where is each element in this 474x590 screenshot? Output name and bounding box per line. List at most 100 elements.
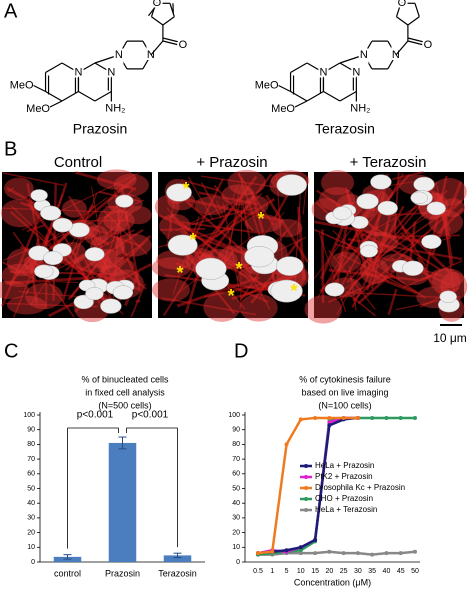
- condition: + Terazosin: [350, 154, 427, 171]
- filament: [232, 186, 238, 200]
- cell-body: [83, 225, 109, 246]
- cell-body: [440, 198, 465, 218]
- bond: [323, 62, 341, 74]
- atom-label: O: [424, 39, 433, 51]
- y-tick-label: 100: [23, 412, 35, 419]
- cell-body: [244, 195, 269, 215]
- filament: [7, 187, 15, 193]
- nucleus: [166, 183, 192, 202]
- y-tick-label: 80: [232, 441, 240, 448]
- y-tick-label: 30: [27, 515, 35, 522]
- filament: [348, 293, 377, 317]
- filament: [187, 176, 214, 221]
- atom-label: O: [153, 0, 162, 9]
- bond: [142, 54, 152, 70]
- x-tick-label: control: [54, 568, 81, 578]
- nucleus: [52, 217, 73, 233]
- cell-body: [151, 278, 190, 302]
- cell-body: [1, 263, 36, 287]
- nucleus: [377, 200, 398, 216]
- binucleated-marker: *: [182, 179, 189, 199]
- atom-label: N: [74, 66, 82, 78]
- cell-body: [244, 214, 283, 233]
- point: [413, 549, 417, 554]
- substituent: MeO: [271, 103, 295, 115]
- nucleus: [100, 298, 122, 314]
- y-tick-label: 0: [236, 559, 240, 566]
- cell-body: [4, 177, 34, 200]
- legend-marker: [304, 508, 308, 512]
- x-tick-label: 40: [383, 568, 391, 575]
- x-tick-label: 15: [311, 568, 319, 575]
- cell-body: [113, 173, 149, 197]
- bond: [94, 62, 112, 74]
- x-tick-label: 20: [325, 568, 333, 575]
- point: [327, 415, 332, 420]
- cell-body: [304, 295, 343, 324]
- filament: [416, 256, 435, 289]
- filament: [401, 225, 451, 274]
- filament: [68, 195, 103, 249]
- atom-label: N: [107, 66, 115, 78]
- nucleus: [410, 191, 429, 205]
- filament: [313, 220, 427, 245]
- nucleus: [359, 244, 378, 258]
- x-tick-label: 45: [397, 568, 405, 575]
- cell-body: [431, 177, 467, 206]
- series-line: [257, 416, 358, 555]
- nucleus: [34, 264, 54, 279]
- bond: [162, 40, 180, 46]
- bond: [148, 5, 157, 17]
- filament: [385, 211, 434, 217]
- filament: [320, 229, 325, 304]
- filament: [220, 194, 243, 275]
- cell-body: [159, 213, 191, 239]
- bar: [163, 555, 192, 562]
- point: [355, 415, 360, 420]
- bond: [118, 54, 128, 70]
- filament: [161, 297, 257, 316]
- cell-body: [24, 283, 63, 310]
- panel-label: A: [4, 0, 18, 22]
- filament: [345, 190, 368, 274]
- bond: [118, 40, 128, 56]
- filament: [180, 178, 218, 192]
- cell-body: [203, 292, 241, 322]
- bond: [339, 54, 365, 64]
- point: [327, 420, 332, 425]
- point: [298, 545, 303, 550]
- bond: [169, 3, 175, 17]
- cell-body: [428, 209, 464, 236]
- panel-label: C: [4, 340, 18, 362]
- atom-label: N: [352, 66, 360, 78]
- atom-label: N: [115, 49, 123, 61]
- y-tick-label: 40: [232, 500, 240, 507]
- filament: [332, 230, 390, 283]
- filament: [319, 223, 346, 280]
- filament: [387, 288, 398, 316]
- cell-body: [7, 295, 47, 315]
- cell-body: [124, 205, 152, 225]
- filament: [366, 211, 393, 291]
- filament: [380, 199, 464, 257]
- error-bar: [63, 554, 72, 560]
- bond: [363, 54, 373, 70]
- bond: [150, 40, 164, 56]
- chart-title: % of cytokinesis failure: [299, 374, 391, 384]
- atom-label: N: [360, 49, 368, 61]
- filament: [0, 202, 47, 307]
- legend-marker: [304, 464, 308, 468]
- filament: [10, 205, 124, 315]
- chart-title: % of binucleated cells: [81, 374, 169, 384]
- y-tick-label: 100: [228, 412, 240, 419]
- nucleus: [276, 174, 307, 196]
- bond: [363, 40, 373, 56]
- y-tick-label: 50: [232, 485, 240, 492]
- cell-body: [96, 169, 137, 190]
- filament: [425, 175, 448, 270]
- chart-title: in fixed cell analysis: [85, 387, 165, 397]
- y-tick-label: 0: [31, 559, 35, 566]
- point: [370, 415, 375, 420]
- y-tick-label: 60: [232, 471, 240, 478]
- point: [256, 551, 260, 556]
